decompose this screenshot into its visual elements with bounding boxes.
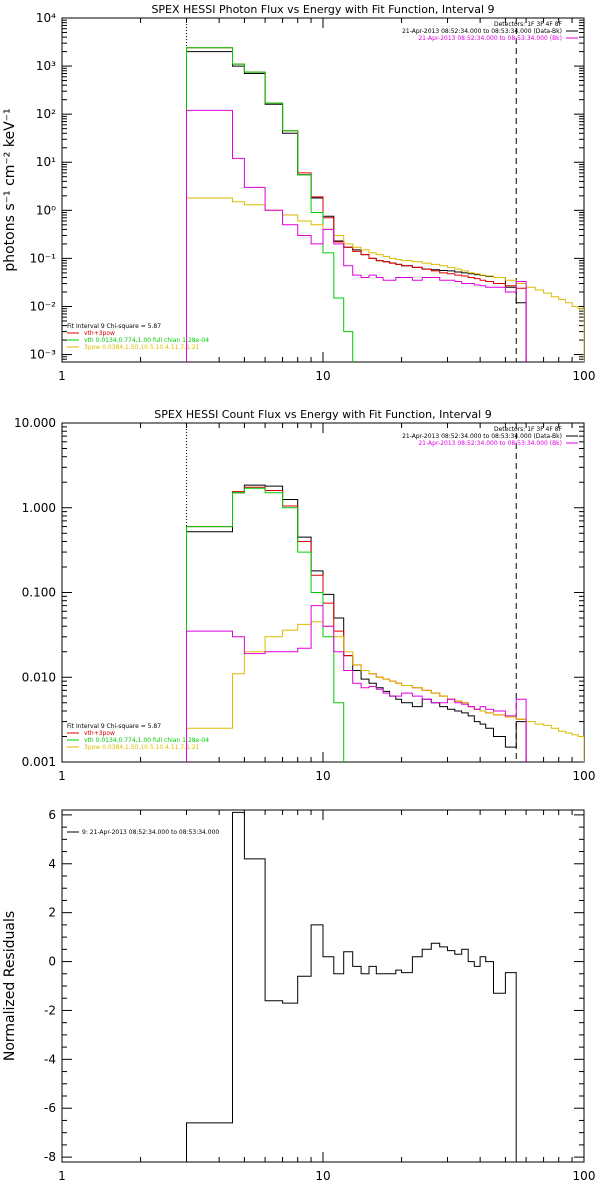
x-tick-label: 10 [315, 1169, 330, 1183]
y-tick-label: -4 [44, 1052, 56, 1066]
series-group [186, 811, 517, 1162]
series-group [186, 47, 584, 362]
series-line-data-bk [186, 51, 527, 362]
photon-flux-panel: SPEX HESSI Photon Flux vs Energy with Fi… [2, 3, 595, 383]
detector-annotation: 21-Apr-2013 08:52:34.000 to 08:53:34.000… [418, 35, 562, 42]
x-tick-label: 10 [315, 369, 330, 383]
y-tick-label: 0 [48, 955, 56, 969]
y-tick-label: 10⁴ [36, 11, 56, 25]
fit-legend-entry: vth+3pow [84, 730, 115, 737]
series-line-9-21-apr-2013-08-52-34-000-to-08-53-34-000 [186, 811, 517, 1162]
fit-legend-entry: 3pow 0.0384,1.50,10.5,10.4,11.7,1.21 [84, 744, 200, 751]
fit-legend-entry: Fit Interval 9 Chi-square = 5.87 [67, 723, 161, 730]
y-axis-label: Normalized Residuals [2, 911, 18, 1061]
plot-frame [61, 17, 585, 363]
x-tick-label: 100 [573, 769, 596, 783]
y-tick-label: 10⁻¹ [30, 251, 57, 265]
fit-legend-entry: Fit Interval 9 Chi-square = 5.87 [67, 323, 161, 330]
y-axis-label: photons s⁻¹ cm⁻² keV⁻¹ [2, 108, 18, 271]
y-tick-label: 2 [48, 906, 56, 920]
y-tick-label: 10⁰ [36, 203, 56, 217]
series-line-vth [186, 487, 345, 762]
series-line-3pow [186, 197, 584, 362]
y-tick-label: 10⁻² [30, 299, 57, 313]
x-tick-label: 100 [573, 369, 596, 383]
x-tick-label: 1 [58, 369, 66, 383]
detector-annotation: Detectors: 1F 3F 4F 8F [494, 426, 563, 433]
y-tick-label: 0.100 [22, 586, 56, 600]
count-flux-panel: SPEX HESSI Count Flux vs Energy with Fit… [14, 408, 596, 783]
x-tick-label: 1 [58, 1169, 66, 1183]
y-tick-label: 4 [48, 857, 56, 871]
residual-legend-label: 9: 21-Apr-2013 08:52:34.000 to 08:53:34.… [82, 829, 219, 836]
y-tick-label: 10³ [36, 59, 56, 73]
detector-annotation: Detectors: 1F 3F 4F 8F [494, 21, 563, 28]
y-tick-label: 6 [48, 808, 56, 822]
fit-legend-entry: vth 0.0134,0.774,1.00 full chian 1.28e-0… [84, 337, 209, 344]
series-group [186, 484, 584, 762]
y-tick-label: 0.001 [22, 755, 56, 769]
series-line-vth-3pow [186, 486, 527, 762]
fit-legend-entry: 3pow 0.0384,1.50,10.5,10.4,11.7,1.21 [84, 344, 200, 351]
y-tick-label: -6 [44, 1101, 56, 1115]
series-line-vth [186, 47, 354, 362]
x-tick-label: 1 [58, 769, 66, 783]
y-tick-label: 0.010 [22, 670, 56, 684]
series-line-data-bk [186, 484, 527, 762]
chart-title: SPEX HESSI Photon Flux vs Energy with Fi… [151, 3, 494, 16]
series-line-vth-3pow [186, 47, 527, 362]
x-tick-label: 10 [315, 769, 330, 783]
detector-annotation: 21-Apr-2013 08:52:34.000 to 08:53:34.000… [418, 440, 562, 447]
y-tick-label: -2 [44, 1003, 56, 1017]
series-line-bk [186, 109, 527, 362]
detector-annotation: 21-Apr-2013 08:52:34.000 to 08:53:34.000… [402, 28, 562, 35]
x-tick-label: 100 [573, 1169, 596, 1183]
y-tick-label: 10² [36, 107, 56, 121]
fit-legend-entry: vth+3pow [84, 330, 115, 337]
y-tick-label: 10¹ [36, 155, 56, 169]
detector-annotation: 21-Apr-2013 08:52:34.000 to 08:53:34.000… [402, 433, 562, 440]
y-tick-label: 10.000 [14, 416, 56, 430]
series-line-bk [186, 605, 527, 762]
y-tick-label: -8 [44, 1150, 56, 1164]
y-tick-label: 10⁻³ [30, 348, 57, 362]
y-tick-label: 1.000 [22, 501, 56, 515]
chart-title: SPEX HESSI Count Flux vs Energy with Fit… [154, 408, 491, 421]
series-line-3pow [186, 621, 584, 762]
fit-legend-entry: vth 0.0134,0.774,1.00 full chian 1.28e-0… [84, 737, 209, 744]
residuals-panel: 1 10 100 -8 -6 -4 -2 0 2 4 6 Normalized Residuals 9:… [2, 808, 595, 1183]
